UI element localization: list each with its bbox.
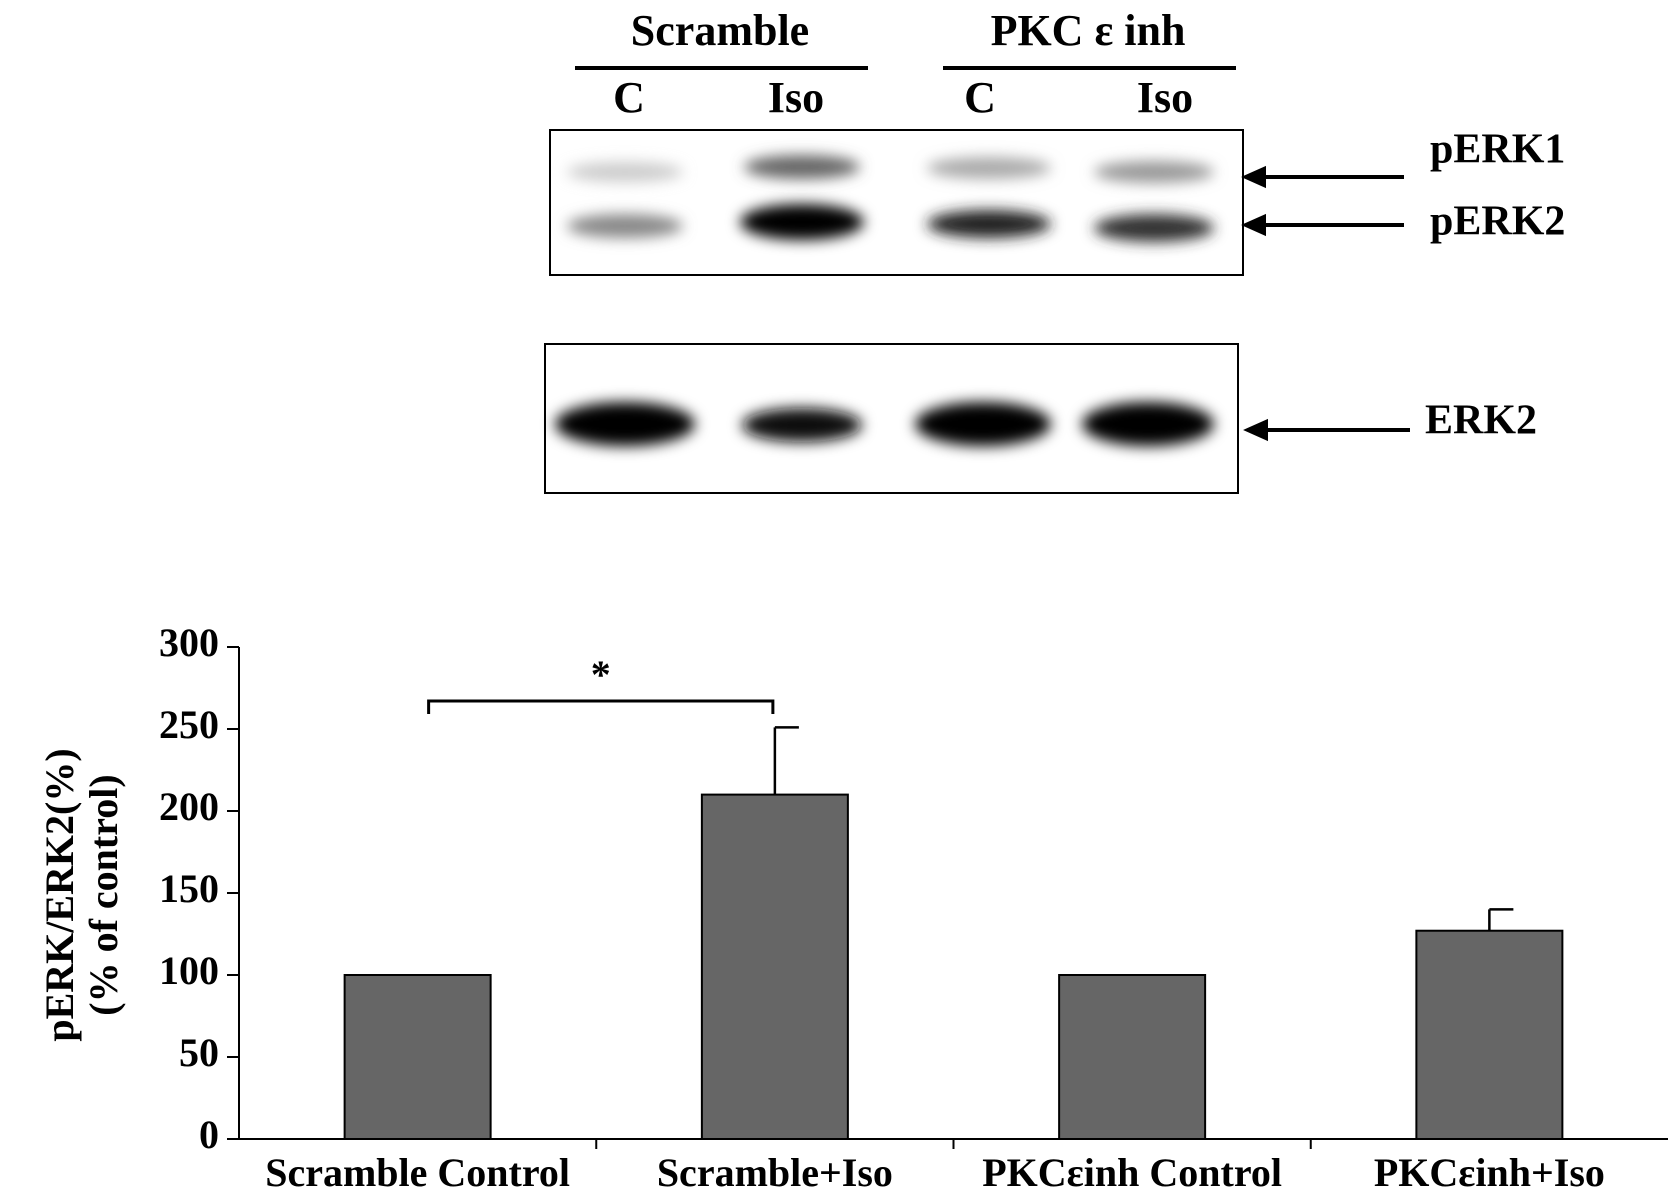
- group-label: PKC ε inh: [991, 6, 1186, 55]
- lane-label: Iso: [1137, 73, 1193, 122]
- x-tick-label: PKCεinh+Iso: [1374, 1150, 1605, 1195]
- arrows: [1241, 165, 1410, 442]
- y-tick-label: 300: [159, 620, 219, 665]
- y-tick-label: 200: [159, 784, 219, 829]
- significance-label: *: [591, 652, 611, 697]
- lane-label: C: [613, 73, 645, 122]
- bar: [1415, 929, 1564, 1140]
- group-label: Scramble: [631, 6, 809, 55]
- bar: [343, 974, 492, 1140]
- y-tick-label: 50: [179, 1030, 219, 1075]
- y-tick-label: 100: [159, 948, 219, 993]
- bands: [567, 155, 1214, 242]
- band-label: ERK2: [1425, 398, 1537, 444]
- y-axis-label: pERK/ERK2(%): [37, 748, 82, 1041]
- y-tick-label: 0: [199, 1112, 219, 1157]
- error-bar: [773, 726, 799, 795]
- x-tick-label: Scramble Control: [265, 1150, 570, 1195]
- western-blot: Scramble PKC ε inh C Iso C Iso: [544, 6, 1565, 494]
- x-tick-label: PKCεinh Control: [982, 1150, 1282, 1195]
- y-axis-label: (% of control): [81, 774, 126, 1015]
- lane-label: C: [964, 73, 996, 122]
- error-bar: [1488, 908, 1514, 931]
- bar: [700, 793, 849, 1140]
- blot-panel: [549, 129, 1244, 276]
- significance-bracket: [427, 699, 775, 714]
- bar: [1058, 974, 1207, 1140]
- x-tick-label: Scramble+Iso: [657, 1150, 893, 1195]
- bands: [555, 402, 1214, 446]
- y-tick-label: 150: [159, 866, 219, 911]
- band-label: pERK1: [1430, 127, 1565, 173]
- y-tick-label: 250: [159, 702, 219, 747]
- lane-label: Iso: [768, 73, 824, 122]
- band-label: pERK2: [1430, 199, 1565, 245]
